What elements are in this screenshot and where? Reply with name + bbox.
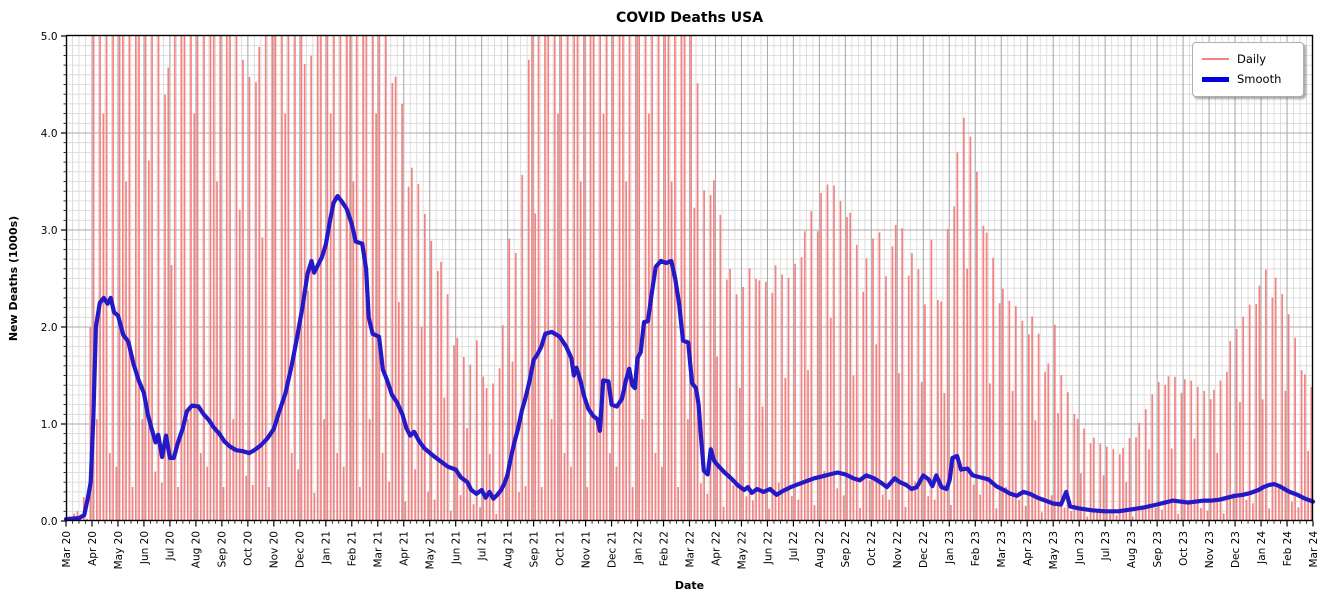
- x-tick-label: Apr 21: [399, 531, 411, 566]
- x-tick-label: Sep 22: [840, 531, 852, 568]
- x-tick-label: Dec 20: [295, 531, 307, 568]
- x-tick-label: Feb 23: [970, 531, 982, 566]
- y-tick-label: 2.0: [41, 322, 58, 334]
- x-axis-label: Date: [675, 579, 704, 592]
- chart-title: COVID Deaths USA: [616, 10, 763, 26]
- x-tick-label: Jun 23: [1074, 531, 1086, 565]
- y-axis: 0.0 1.0 2.0 3.0 4.0 5.0: [41, 31, 66, 528]
- x-tick-label: Jul 21: [476, 531, 488, 561]
- y-tick-label: 3.0: [41, 225, 58, 237]
- x-tick-label: Feb 24: [1282, 531, 1294, 567]
- legend-label-daily: Daily: [1237, 52, 1267, 66]
- x-tick-label: Jul 23: [1100, 531, 1112, 561]
- smooth-line: [63, 194, 1316, 522]
- x-tick-label: Aug 21: [502, 531, 514, 568]
- x-tick-label: Jun 22: [762, 531, 774, 565]
- x-tick-label: Jun 20: [139, 531, 151, 565]
- smooth-line-swatch-icon: [1202, 76, 1229, 82]
- x-tick-label: Nov 21: [580, 531, 592, 568]
- grid-major: [66, 36, 1313, 521]
- y-tick-label: 0.0: [41, 516, 58, 528]
- plot-area: 0.0 1.0 2.0 3.0 4.0 5.0 Mar 20 Apr 20 May 20 Jun …: [41, 31, 1320, 570]
- spines: [65, 34, 1314, 522]
- x-tick-label: Oct 20: [243, 531, 255, 566]
- y-tick-label: 1.0: [41, 419, 58, 431]
- x-tick-label: Dec 22: [918, 531, 930, 568]
- y-tick-label: 4.0: [41, 128, 58, 140]
- x-tick-label: Oct 22: [866, 531, 878, 566]
- x-tick-label: Oct 23: [1178, 531, 1190, 566]
- x-tick-label: Nov 23: [1204, 531, 1216, 568]
- x-tick-label: Jul 22: [788, 531, 800, 561]
- legend: Daily Smooth: [1192, 42, 1304, 97]
- x-tick-label: May 20: [113, 531, 125, 569]
- x-tick-label: Feb 21: [347, 531, 359, 566]
- x-tick-label: Jun 21: [450, 531, 462, 565]
- legend-entry-smooth: Smooth: [1202, 69, 1295, 89]
- daily-line-swatch-icon: [1202, 58, 1229, 60]
- x-tick-label: Jan 22: [632, 531, 644, 565]
- x-tick-label: Mar 20: [61, 531, 73, 568]
- x-tick-label: Nov 22: [892, 531, 904, 568]
- daily-bars: [66, 36, 1313, 521]
- y-tick-label: 5.0: [41, 31, 58, 43]
- x-tick-label: Mar 23: [996, 531, 1008, 568]
- x-tick-label: Mar 21: [373, 531, 385, 568]
- x-tick-label: Apr 22: [710, 531, 722, 566]
- x-tick-label: Dec 23: [1230, 531, 1242, 568]
- legend-label-smooth: Smooth: [1237, 72, 1282, 86]
- x-tick-label: May 22: [736, 531, 748, 569]
- x-tick-label: Jan 23: [944, 531, 956, 565]
- x-tick-label: Aug 22: [814, 531, 826, 568]
- x-tick-label: Aug 20: [191, 531, 203, 568]
- x-tick-label: Feb 22: [658, 531, 670, 566]
- x-tick-label: Apr 20: [87, 531, 99, 566]
- x-tick-label: Sep 21: [528, 531, 540, 568]
- x-tick-label: May 23: [1048, 531, 1060, 569]
- x-tick-label: Mar 24: [1308, 531, 1320, 568]
- x-tick-label: Sep 20: [217, 531, 229, 568]
- x-tick-label: Mar 22: [684, 531, 696, 568]
- y-axis-label: New Deaths (1000s): [7, 216, 20, 341]
- x-tick-label: Aug 23: [1126, 531, 1138, 568]
- x-tick-label: Oct 21: [554, 531, 566, 566]
- x-tick-label: Jan 24: [1256, 531, 1268, 565]
- legend-entry-daily: Daily: [1202, 49, 1295, 69]
- x-tick-label: Sep 23: [1152, 531, 1164, 568]
- x-tick-label: Nov 20: [269, 531, 281, 568]
- x-axis: Mar 20 Apr 20 May 20 Jun 20 Jul 20 Aug 20 Sep …: [61, 521, 1320, 569]
- x-tick-label: May 21: [425, 531, 437, 569]
- x-tick-label: Jul 20: [165, 531, 177, 561]
- x-tick-label: Jan 21: [321, 531, 333, 565]
- x-tick-label: Dec 21: [606, 531, 618, 568]
- x-tick-label: Apr 23: [1022, 531, 1034, 566]
